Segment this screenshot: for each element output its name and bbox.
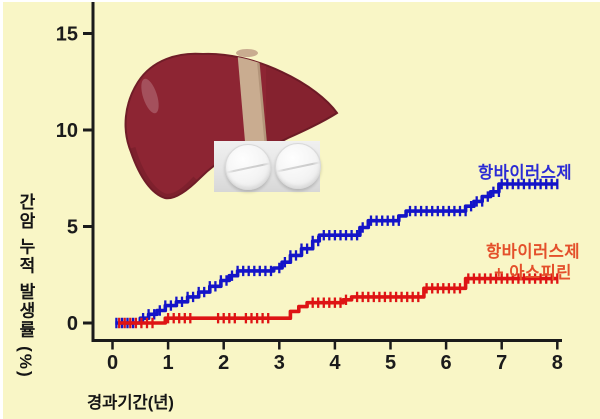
- pill-tablet-icon: [275, 143, 321, 189]
- pills-photo: [214, 141, 321, 192]
- image-border-top: [0, 0, 600, 2]
- svg-text:7: 7: [496, 352, 507, 374]
- series-label-antiviral: 항바이러스제: [478, 164, 573, 182]
- svg-text:10: 10: [56, 120, 78, 142]
- y-axis-title: 간암 누적 발생률 (%): [16, 193, 35, 379]
- pill-tablet-icon: [225, 144, 271, 190]
- liver-band-cap: [236, 49, 258, 57]
- svg-text:6: 6: [441, 352, 452, 374]
- svg-text:3: 3: [274, 352, 285, 374]
- image-border-left: [0, 0, 3, 419]
- series-label-antiviral-aspirin: 항바이러스제 + 아스피린: [478, 242, 588, 284]
- svg-text:4: 4: [329, 352, 341, 374]
- svg-text:0: 0: [67, 313, 78, 335]
- svg-text:5: 5: [67, 217, 78, 239]
- svg-text:1: 1: [163, 352, 174, 374]
- svg-text:0: 0: [107, 352, 118, 374]
- svg-text:5: 5: [385, 352, 396, 374]
- svg-text:15: 15: [56, 24, 78, 46]
- svg-text:2: 2: [218, 352, 229, 374]
- liver-highlight: [141, 78, 159, 114]
- series-label-line2: + 아스피린: [494, 264, 572, 282]
- liver-bottom-shadow: [128, 147, 199, 199]
- series-label-line1: 항바이러스제: [485, 243, 581, 261]
- svg-text:8: 8: [552, 352, 563, 374]
- x-axis-title: 경과기간(년): [87, 394, 174, 412]
